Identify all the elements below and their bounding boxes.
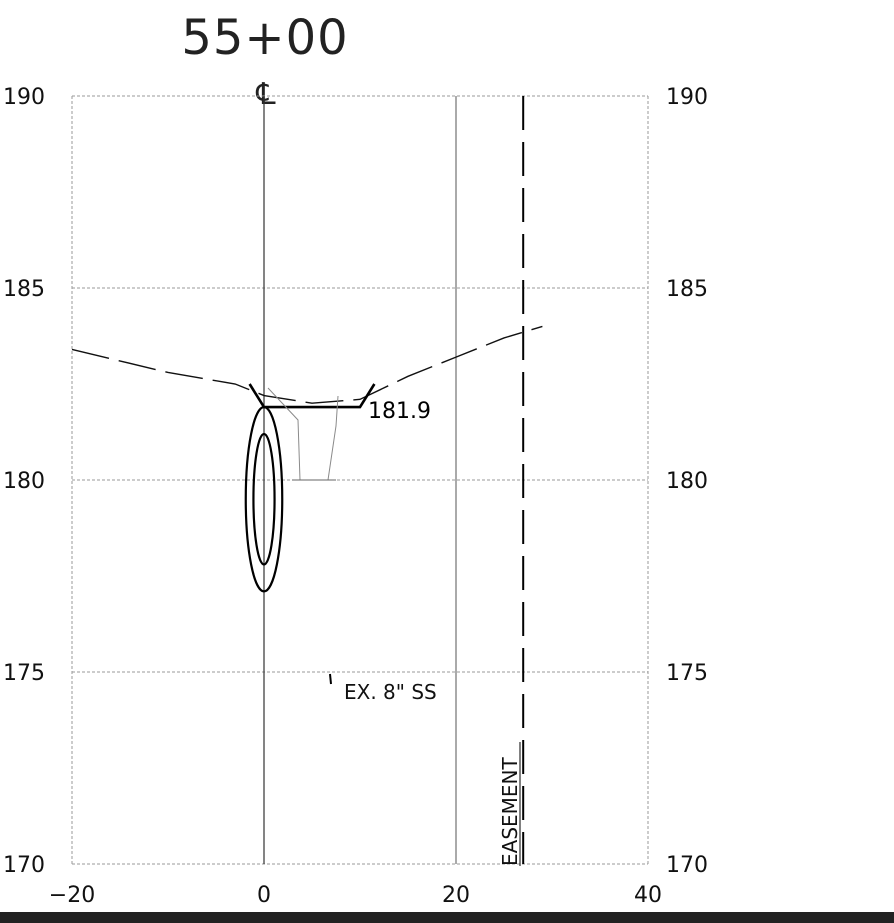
existing-pipe <box>244 405 284 593</box>
y-tick-175-left: 175 <box>3 661 45 686</box>
trench-lines <box>267 387 339 481</box>
elevation-label: 181.9 <box>368 399 431 424</box>
y-tick-170-left: 170 <box>3 853 45 878</box>
y-tick-185-left: 185 <box>3 277 45 302</box>
centerline-symbol: ℄ <box>255 77 275 112</box>
bottom-border <box>0 912 894 923</box>
x-axis-labels: −20 0 20 40 <box>49 883 662 908</box>
pipe-note-label: EX. 8" SS <box>344 680 437 704</box>
x-tick-neg20: −20 <box>49 883 95 908</box>
pipe-note-leader <box>329 673 332 685</box>
y-tick-170-right: 170 <box>666 853 708 878</box>
y-tick-190-left: 190 <box>3 85 45 110</box>
station-title: 55+00 <box>181 10 348 66</box>
trench-line-left <box>267 387 301 481</box>
x-tick-0: 0 <box>257 883 271 908</box>
trench-line-right <box>327 395 339 481</box>
y-tick-190-right: 190 <box>666 85 708 110</box>
pipe-ellipse <box>244 405 284 593</box>
y-tick-175-right: 175 <box>666 661 708 686</box>
x-tick-20: 20 <box>442 883 470 908</box>
proposed-section-path <box>248 383 376 409</box>
proposed-section <box>248 383 376 409</box>
existing-ground-line <box>71 325 543 404</box>
pipe-ellipse <box>252 432 276 566</box>
existing-ground-path <box>71 325 543 404</box>
easement-label: EASEMENT <box>498 756 522 866</box>
x-tick-40: 40 <box>634 883 662 908</box>
y-axis-left-labels: 190 185 180 175 170 <box>3 85 45 878</box>
y-axis-right-labels: 190 185 180 175 170 <box>666 85 708 878</box>
grid <box>71 95 649 865</box>
y-tick-180-right: 180 <box>666 469 708 494</box>
y-tick-185-right: 185 <box>666 277 708 302</box>
y-tick-180-left: 180 <box>3 469 45 494</box>
